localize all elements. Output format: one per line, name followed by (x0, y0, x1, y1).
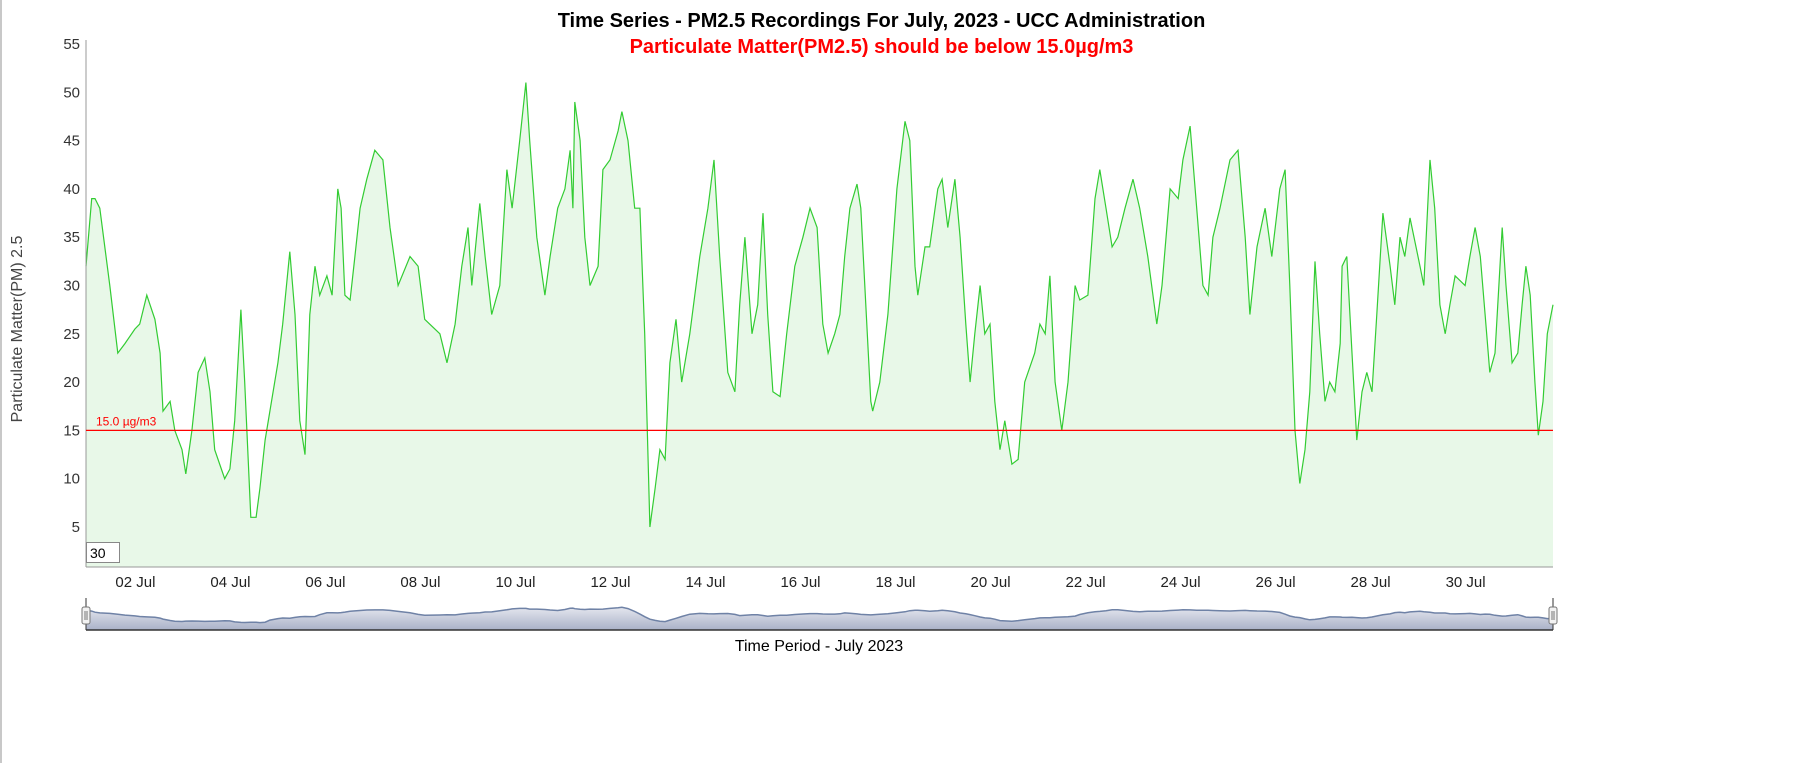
x-tick-label: 24 Jul (1161, 574, 1201, 591)
y-tick-label: 35 (63, 229, 80, 246)
page-border (0, 0, 2, 763)
y-tick-label: 45 (63, 133, 80, 150)
x-tick-label: 02 Jul (115, 574, 155, 591)
x-axis-title: Time Period - July 2023 (734, 638, 904, 655)
series-area (86, 82, 1553, 567)
x-tick-label: 10 Jul (495, 574, 535, 591)
chart-title: Time Series - PM2.5 Recordings For July,… (557, 10, 1206, 32)
x-tick-label: 22 Jul (1066, 574, 1106, 591)
threshold-label: 15.0 µg/m3 (96, 414, 157, 428)
y-tick-label: 30 (63, 278, 80, 295)
chart-subtitle: Particulate Matter(PM2.5) should be belo… (629, 36, 1134, 58)
x-tick-label: 16 Jul (780, 574, 820, 591)
y-tick-label: 20 (63, 374, 80, 391)
series-line (85, 82, 1554, 528)
x-tick-label: 06 Jul (305, 574, 345, 591)
y-tick-label: 10 (63, 471, 80, 488)
y-tick-label: 55 (63, 36, 80, 53)
y-tick-label: 40 (63, 181, 80, 198)
x-tick-label: 28 Jul (1351, 574, 1391, 591)
x-tick-label: 08 Jul (400, 574, 440, 591)
plot-area: 5 10 15 20 25 30 35 40 45 50 55 02 Jul 04 Jul 06 Jul 0… (63, 36, 1554, 591)
x-tick-label: 20 Jul (971, 574, 1011, 591)
navigator-line (85, 606, 1554, 624)
x-tick-label: 04 Jul (210, 574, 250, 591)
x-tick-label: 18 Jul (875, 574, 915, 591)
navigator-left-handle[interactable] (81, 606, 91, 625)
x-tick-label: 14 Jul (685, 574, 725, 591)
y-tick-label: 15 (63, 422, 80, 439)
y-tick-label: 50 (63, 84, 80, 101)
y-tick-label: 25 (63, 326, 80, 343)
x-tick-label: 12 Jul (590, 574, 630, 591)
x-tick-label: 26 Jul (1256, 574, 1296, 591)
navigator-right-handle[interactable] (1548, 606, 1558, 625)
navigator (81, 598, 1558, 631)
navigator-area (86, 607, 1553, 630)
rolling-window-input[interactable]: 30 (86, 542, 120, 563)
y-tick-label: 5 (72, 519, 80, 536)
x-tick-label: 30 Jul (1446, 574, 1486, 591)
